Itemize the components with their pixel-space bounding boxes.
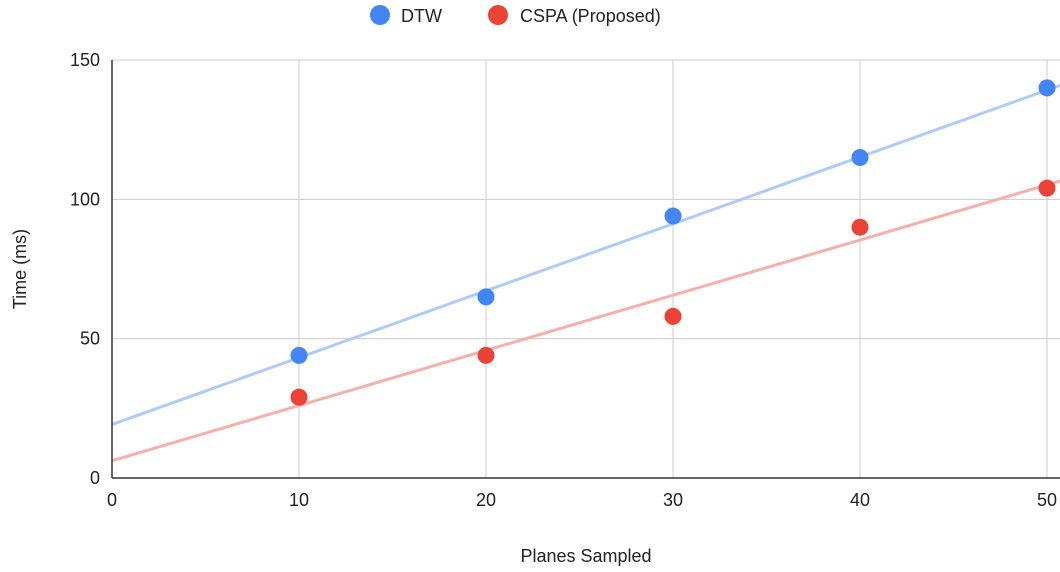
trendlines	[112, 83, 1060, 463]
x-axis-title: Planes Sampled	[520, 546, 651, 566]
x-tick-label: 20	[476, 490, 496, 510]
data-point-dtw	[851, 149, 869, 167]
x-tick-label: 50	[1037, 490, 1057, 510]
legend-marker-dtw	[370, 5, 390, 25]
data-point-dtw	[664, 207, 682, 225]
grid	[112, 59, 1060, 478]
x-axis-tick-labels: 0 10 20 30 40 50	[107, 490, 1057, 510]
data-points	[290, 79, 1056, 406]
data-point-dtw	[477, 288, 495, 306]
y-tick-label: 150	[70, 50, 100, 70]
axes	[111, 60, 1060, 479]
data-point-cspa	[1038, 179, 1056, 197]
x-tick-label: 30	[663, 490, 683, 510]
data-point-cspa	[664, 307, 682, 325]
data-point-dtw	[1038, 79, 1056, 97]
legend-label-dtw: DTW	[401, 6, 442, 26]
x-tick-label: 0	[107, 490, 117, 510]
trendline-cspa	[112, 179, 1060, 463]
y-tick-label: 100	[70, 189, 100, 209]
data-point-cspa	[851, 218, 869, 236]
legend: DTW CSPA (Proposed)	[370, 5, 661, 26]
y-tick-label: 50	[80, 329, 100, 349]
y-axis-title: Time (ms)	[10, 229, 30, 309]
y-tick-label: 0	[90, 468, 100, 488]
data-point-dtw	[290, 346, 308, 364]
data-point-cspa	[477, 346, 495, 364]
legend-label-cspa: CSPA (Proposed)	[520, 6, 661, 26]
x-tick-label: 10	[289, 490, 309, 510]
legend-marker-cspa	[488, 5, 508, 25]
x-tick-label: 40	[850, 490, 870, 510]
y-axis-tick-labels: 0 50 100 150	[70, 50, 100, 488]
trendline-dtw	[112, 83, 1060, 426]
data-point-cspa	[290, 388, 308, 406]
